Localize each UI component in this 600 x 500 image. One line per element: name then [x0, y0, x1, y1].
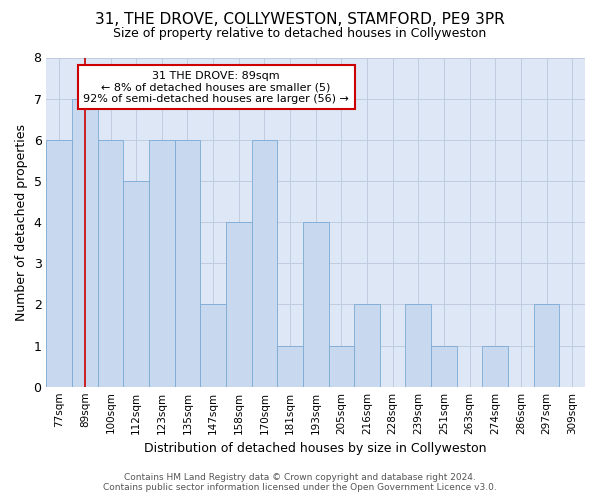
- Bar: [482, 346, 508, 387]
- Bar: [406, 304, 431, 386]
- Bar: [431, 346, 457, 387]
- Bar: [124, 181, 149, 386]
- Bar: [46, 140, 72, 386]
- Bar: [534, 304, 559, 386]
- Bar: [200, 304, 226, 386]
- Bar: [354, 304, 380, 386]
- Y-axis label: Number of detached properties: Number of detached properties: [15, 124, 28, 320]
- Text: Contains HM Land Registry data © Crown copyright and database right 2024.
Contai: Contains HM Land Registry data © Crown c…: [103, 473, 497, 492]
- Bar: [251, 140, 277, 386]
- Bar: [98, 140, 124, 386]
- Bar: [329, 346, 354, 387]
- Text: 31, THE DROVE, COLLYWESTON, STAMFORD, PE9 3PR: 31, THE DROVE, COLLYWESTON, STAMFORD, PE…: [95, 12, 505, 28]
- Bar: [277, 346, 303, 387]
- X-axis label: Distribution of detached houses by size in Collyweston: Distribution of detached houses by size …: [145, 442, 487, 455]
- Bar: [72, 98, 98, 387]
- Bar: [149, 140, 175, 386]
- Bar: [175, 140, 200, 386]
- Text: Size of property relative to detached houses in Collyweston: Size of property relative to detached ho…: [113, 28, 487, 40]
- Bar: [226, 222, 251, 386]
- Bar: [303, 222, 329, 386]
- Text: 31 THE DROVE: 89sqm
← 8% of detached houses are smaller (5)
92% of semi-detached: 31 THE DROVE: 89sqm ← 8% of detached hou…: [83, 70, 349, 104]
